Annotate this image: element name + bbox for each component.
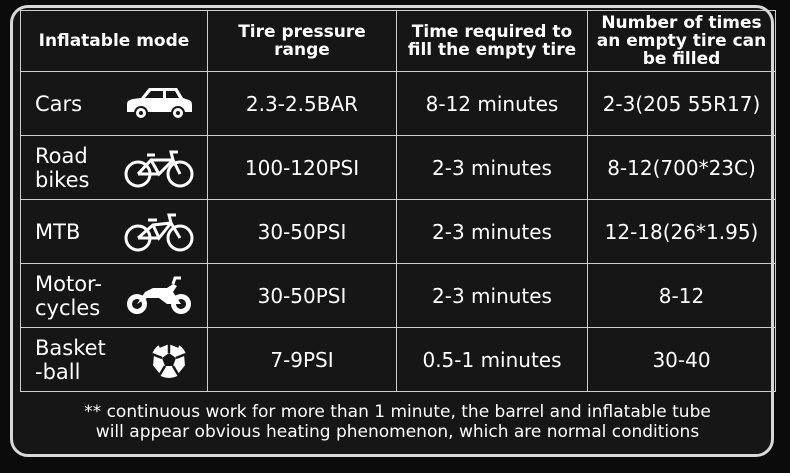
footnote-line-2: will appear obvious heating phenomenon, … — [95, 422, 700, 442]
pressure-cell: 100-120PSI — [207, 135, 397, 200]
time-cell: 2-3 minutes — [396, 135, 588, 200]
mode-cell: Road bikes — [20, 135, 208, 200]
times-cell: 12-18(26*1.95) — [587, 199, 776, 264]
header-mode: Inflatable mode — [20, 10, 208, 72]
road-bike-icon — [124, 150, 194, 187]
mountain-bike-icon — [124, 213, 194, 251]
pressure-cell: 7-9PSI — [207, 327, 397, 392]
mode-label: Road bikes — [35, 143, 90, 192]
header-row: Inflatable mode Tire pressure range Time… — [20, 10, 776, 72]
header-pressure: Tire pressure range — [207, 10, 397, 72]
times-cell: 30-40 — [587, 327, 776, 392]
table-row: Motor- cycles 30-50PSI 2-3 minutes 8-12 — [20, 263, 776, 328]
table-row: Basket -ball 7-9PSI 0.5-1 minutes 30-40 — [20, 327, 776, 392]
time-cell: 2-3 minutes — [396, 199, 588, 264]
car-icon — [127, 87, 192, 120]
times-cell: 2-3(205 55R17) — [587, 71, 776, 136]
time-cell: 8-12 minutes — [396, 71, 588, 136]
time-cell: 2-3 minutes — [396, 263, 588, 328]
table-row: MTB 30-50PSI 2-3 minutes 12-18(26*1.95) — [20, 199, 776, 264]
mode-label: Basket -ball — [35, 335, 106, 384]
mode-cell: Cars — [20, 71, 208, 136]
pressure-cell: 30-50PSI — [207, 263, 397, 328]
mode-cell: Motor- cycles — [20, 263, 208, 328]
times-cell: 8-12 — [587, 263, 776, 328]
mode-cell: MTB — [20, 199, 208, 264]
pressure-cell: 2.3-2.5BAR — [207, 71, 397, 136]
footnote: ** continuous work for more than 1 minut… — [20, 402, 775, 442]
ball-icon — [148, 339, 190, 378]
header-time: Time required to fill the empty tire — [396, 10, 588, 72]
table-row: Road bikes 100-120PSI 2-3 minutes 8-12(7… — [20, 135, 776, 200]
times-cell: 8-12(700*23C) — [587, 135, 776, 200]
footnote-line-1: ** continuous work for more than 1 minut… — [84, 402, 711, 422]
mode-label: Motor- cycles — [35, 271, 102, 320]
mode-label: Cars — [35, 91, 83, 116]
mode-cell: Basket -ball — [20, 327, 208, 392]
table-row: Cars 2.3-2.5BAR 8-12 minutes 2-3(205 55R… — [20, 71, 776, 136]
time-cell: 0.5-1 minutes — [396, 327, 588, 392]
header-times: Number of times an empty tire can be fil… — [587, 10, 776, 72]
mode-label: MTB — [35, 219, 81, 244]
pressure-cell: 30-50PSI — [207, 199, 397, 264]
spec-table: Inflatable mode Tire pressure range Time… — [20, 10, 776, 392]
motorcycle-icon — [127, 276, 191, 314]
